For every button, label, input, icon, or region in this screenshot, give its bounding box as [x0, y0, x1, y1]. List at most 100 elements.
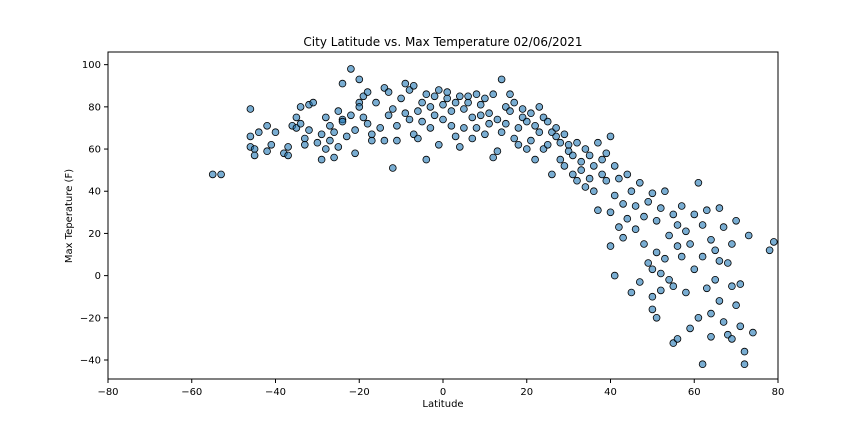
data-point	[702, 284, 711, 293]
data-point	[648, 189, 657, 198]
data-point	[388, 105, 397, 113]
data-point	[359, 113, 368, 122]
data-point	[468, 134, 477, 143]
data-point	[728, 335, 736, 343]
data-point	[568, 151, 577, 160]
data-point	[501, 119, 510, 128]
data-point	[732, 217, 740, 225]
data-point	[347, 111, 355, 120]
data-point	[313, 138, 322, 147]
data-point	[518, 105, 527, 113]
data-point	[635, 179, 644, 187]
data-point	[267, 141, 276, 149]
data-point	[619, 200, 627, 208]
data-point	[422, 155, 431, 164]
data-point	[401, 109, 410, 117]
data-point	[481, 130, 489, 139]
data-point	[250, 151, 259, 160]
data-point	[363, 88, 372, 96]
data-point	[615, 174, 623, 183]
data-point	[627, 288, 636, 297]
data-point	[208, 170, 217, 179]
data-point	[744, 231, 753, 240]
data-point	[694, 179, 703, 187]
x-tick-label: 20	[520, 387, 533, 398]
data-point	[393, 122, 401, 130]
data-point	[271, 128, 280, 137]
data-point	[443, 88, 452, 96]
data-point	[451, 98, 460, 107]
data-point	[317, 130, 326, 139]
data-point	[686, 240, 694, 248]
data-point	[619, 233, 627, 242]
data-point	[254, 128, 263, 137]
data-point	[702, 206, 711, 215]
data-point	[631, 202, 640, 210]
data-point	[581, 145, 590, 153]
data-point	[426, 103, 435, 111]
data-point	[309, 98, 318, 107]
data-point	[434, 141, 443, 149]
data-point	[351, 149, 359, 158]
data-point	[749, 328, 757, 337]
data-point	[690, 210, 699, 219]
data-point	[707, 236, 715, 244]
chart-title: City Latitude vs. Max Temperature 02/06/…	[303, 35, 582, 49]
data-point	[715, 297, 724, 305]
data-point	[414, 134, 422, 143]
data-point	[497, 75, 506, 84]
x-tick-label: 0	[440, 387, 446, 398]
data-point	[577, 166, 585, 174]
data-point	[623, 170, 632, 179]
data-point	[305, 126, 313, 134]
data-point	[455, 143, 464, 151]
data-point	[284, 151, 292, 160]
data-point	[698, 221, 707, 229]
data-point	[418, 98, 426, 107]
data-point	[489, 90, 498, 98]
data-point	[606, 242, 615, 250]
data-point	[598, 170, 606, 179]
data-point	[338, 117, 347, 126]
data-point	[493, 147, 502, 156]
data-point	[434, 86, 443, 94]
data-point	[296, 119, 305, 128]
data-point	[627, 187, 636, 196]
data-point	[476, 100, 485, 109]
data-point	[426, 124, 435, 132]
y-tick-label: 100	[82, 60, 101, 71]
data-point	[296, 103, 305, 111]
data-point	[644, 259, 652, 267]
data-point	[217, 170, 225, 179]
data-point	[602, 176, 611, 185]
x-tick-label: 80	[772, 387, 785, 398]
data-point	[472, 90, 481, 98]
y-tick-label: 20	[88, 229, 101, 240]
data-point	[422, 90, 431, 98]
data-point	[455, 92, 464, 101]
data-point	[514, 141, 523, 149]
data-point	[589, 187, 598, 196]
data-point	[326, 122, 334, 130]
data-point	[363, 119, 372, 128]
data-point	[715, 257, 724, 265]
data-point	[707, 309, 715, 318]
data-point	[522, 145, 531, 153]
data-point	[686, 324, 694, 333]
data-point	[443, 94, 452, 103]
y-tick-label: 0	[95, 271, 101, 282]
data-point	[610, 191, 619, 200]
data-point	[623, 214, 632, 223]
data-point	[485, 109, 493, 117]
data-point	[652, 313, 661, 322]
data-point	[602, 149, 611, 158]
data-point	[673, 242, 682, 250]
data-point	[447, 122, 456, 130]
data-point	[698, 360, 707, 369]
data-point	[489, 153, 498, 162]
data-point	[740, 347, 749, 356]
data-point	[682, 288, 690, 297]
data-point	[610, 162, 619, 170]
data-point	[439, 115, 447, 124]
data-point	[707, 332, 715, 341]
